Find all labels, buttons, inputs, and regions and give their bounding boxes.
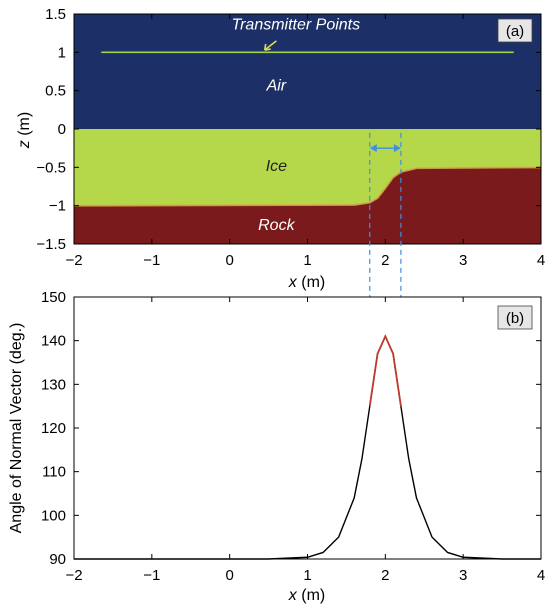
x-tick-label: 3 [459,567,467,584]
panel-a-y-ticks: 1.5 1 0.5 0 −0.5 −1 −1.5 [36,6,541,253]
y-tick-label: 130 [41,376,66,393]
panel-a-tag-box [497,18,533,43]
panel-a-y-axis-title: z (m) [16,112,33,149]
x-tick-label: −1 [143,567,160,584]
y-tick-label: 150 [41,289,66,306]
panel-b-tag-box [497,305,533,330]
panel-b-x-ticks: −2 −1 0 1 2 3 4 [65,297,545,584]
x-tick-label: −2 [65,252,82,269]
angle-curve-highlight [368,334,402,407]
x-tick-label: 0 [225,252,233,269]
transmitter-label: Transmitter Points [232,16,361,33]
panel-b-x-axis-title: x (m) [288,587,325,604]
y-tick-label: 120 [41,420,66,437]
rock-label: Rock [258,217,295,234]
rock-interface-line [73,166,542,207]
y-tick-label: 110 [42,464,66,481]
panel-a-x-axis-title: x (m) [288,274,325,291]
y-tick-label: −1 [49,198,66,215]
x-tick-label: 2 [381,567,389,584]
panel-a-depth-chart: Transmitter Points Air Ice Rock −2 −1 0 1 2 3… [16,6,545,291]
panel-b-plot-area [74,297,541,559]
x-tick-label: 4 [537,567,545,584]
x-tick-label: −2 [65,567,82,584]
ice-label: Ice [266,158,287,175]
x-tick-label: 4 [537,252,545,269]
ice-region [74,129,541,206]
y-tick-label: 90 [49,551,66,568]
y-tick-label: −0.5 [36,159,66,176]
x-tick-label: 3 [459,252,467,269]
span-arrowheads-a [369,144,401,153]
panel-a-x-ticks: −2 −1 0 1 2 3 4 [65,14,545,269]
transmitter-arrow [263,40,277,51]
x-tick-label: −1 [143,252,160,269]
y-tick-label: 100 [41,507,66,524]
y-tick-label: 0.5 [45,83,66,100]
panel-b-y-ticks: 150 140 130 120 110 100 90 [41,289,541,568]
panel-a-tag: (a) [506,23,524,40]
y-tick-label: 1.5 [45,6,66,23]
x-tick-label: 1 [303,252,311,269]
panel-b-tag: (b) [506,310,524,327]
y-tick-label: 1 [58,44,66,61]
x-tick-label: 1 [303,567,311,584]
y-tick-label: 140 [41,333,66,350]
air-label: Air [266,78,287,95]
panel-b-y-axis-title: Angle of Normal Vector (deg.) [8,323,25,534]
y-tick-label: 0 [58,121,66,138]
y-tick-label: −1.5 [36,236,66,253]
x-tick-label: 0 [225,567,233,584]
panel-b-angle-chart: −2 −1 0 1 2 3 4 150 140 130 120 110 100 90 (b) x (m)… [8,289,545,604]
x-tick-label: 2 [381,252,389,269]
